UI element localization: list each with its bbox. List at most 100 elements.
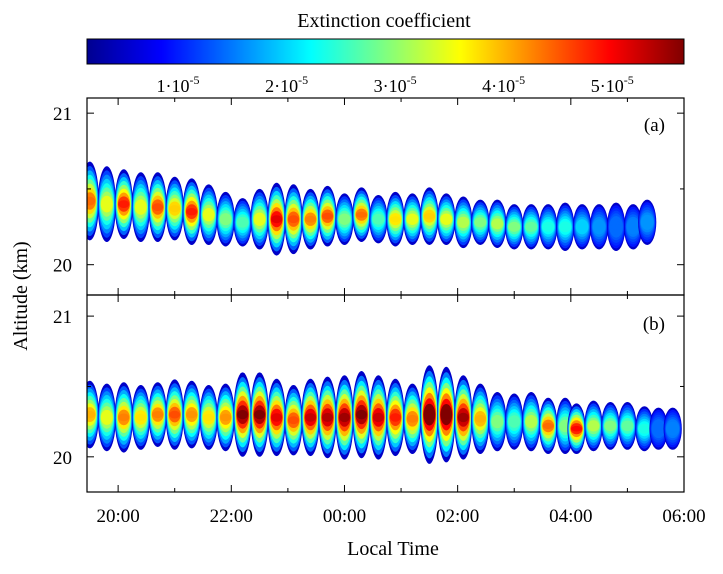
heatmap-column xyxy=(87,161,99,241)
heatmap-column xyxy=(420,365,439,464)
heatmap-column xyxy=(216,383,235,452)
heatmap-column xyxy=(148,172,167,243)
heatmap-column xyxy=(618,402,637,450)
heatmap-cell xyxy=(271,215,282,224)
x-axis-label: Local Time xyxy=(347,538,439,560)
heatmap-cell xyxy=(118,413,130,422)
y-tick-label: 20 xyxy=(53,256,72,277)
heatmap-cell xyxy=(641,219,653,225)
x-tick-label: 02:00 xyxy=(436,506,479,527)
heatmap-cell xyxy=(639,426,650,432)
heatmap-column xyxy=(663,407,682,450)
colorbar-tick-label: 2·10-5 xyxy=(265,73,308,96)
heatmap-cell xyxy=(576,224,588,230)
heatmap-cell xyxy=(135,413,147,421)
heatmap-cell xyxy=(667,426,679,432)
heatmap-column xyxy=(301,188,320,250)
heatmap-cell xyxy=(203,413,215,421)
heatmap-cell xyxy=(474,414,486,423)
heatmap-cell xyxy=(288,215,299,224)
heatmap-column xyxy=(114,382,133,453)
heatmap-cell xyxy=(627,224,639,230)
x-tick-label: 22:00 xyxy=(210,506,253,527)
panel-a-heatmap xyxy=(87,161,657,256)
heatmap-column xyxy=(539,204,558,250)
heatmap-cell xyxy=(135,203,147,212)
x-tick-label: 06:00 xyxy=(662,506,705,527)
heatmap-cell xyxy=(508,224,520,230)
heatmap-cell xyxy=(356,409,367,420)
heatmap-column xyxy=(97,166,116,243)
heatmap-column xyxy=(352,187,371,242)
axes: 20:00 22:00 00:00 02:00 04:00 06:00 20 21 20 21 xyxy=(53,98,706,527)
heatmap-cell xyxy=(373,412,384,423)
heatmap-column xyxy=(335,193,354,245)
y-axis-label: Altitude (km) xyxy=(10,241,32,350)
heatmap-column xyxy=(403,383,422,454)
heatmap-cell xyxy=(542,422,554,429)
heatmap-column xyxy=(233,372,252,457)
heatmap-cell xyxy=(203,211,215,219)
heatmap-cell xyxy=(622,423,633,429)
heatmap-cell xyxy=(407,414,418,423)
heatmap-column xyxy=(301,378,320,457)
panel-a-label: (a) xyxy=(644,115,665,136)
y-tick-label: 20 xyxy=(53,448,72,469)
heatmap-column xyxy=(488,392,507,452)
x-tick-label: 20:00 xyxy=(96,506,139,527)
colorbar-tick-label: 4·10-5 xyxy=(482,73,525,96)
heatmap-column xyxy=(114,169,133,240)
heatmap-column xyxy=(199,184,218,245)
heatmap-column xyxy=(267,182,286,256)
heatmap-column xyxy=(284,385,303,456)
heatmap-cell xyxy=(220,216,232,223)
panel-b-label: (b) xyxy=(643,314,665,335)
heatmap-column xyxy=(624,204,643,250)
heatmap-cell xyxy=(474,219,486,225)
heatmap-column xyxy=(539,397,558,454)
colorbar-tick-label: 3·10-5 xyxy=(374,73,417,96)
heatmap-cell xyxy=(491,221,503,227)
heatmap-column xyxy=(386,191,405,247)
heatmap-cell xyxy=(186,410,198,419)
x-tick-label: 00:00 xyxy=(323,506,366,527)
heatmap-column xyxy=(97,383,116,452)
heatmap-cell xyxy=(288,416,299,425)
heatmap-cell xyxy=(254,215,265,223)
y-tick-label: 21 xyxy=(53,104,72,125)
heatmap-column xyxy=(352,371,371,459)
heatmap-column xyxy=(488,199,507,248)
heatmap-column xyxy=(522,204,541,250)
heatmap-column xyxy=(403,193,422,245)
heatmap-column xyxy=(649,407,668,450)
heatmap-column xyxy=(233,198,252,247)
heatmap-column xyxy=(87,380,99,449)
heatmap-column xyxy=(250,372,269,457)
heatmap-column xyxy=(601,402,620,450)
heatmap-cell xyxy=(101,199,113,209)
heatmap-column xyxy=(182,178,201,245)
heatmap-cell xyxy=(457,219,469,226)
colorbar-tick-label: 1·10-5 xyxy=(157,73,200,96)
heatmap-cell xyxy=(152,203,164,212)
heatmap-cell xyxy=(237,409,249,420)
heatmap-cell xyxy=(339,412,350,423)
colorbar-tick-label: 5·10-5 xyxy=(591,73,634,96)
heatmap-cell xyxy=(152,411,164,419)
heatmap-cell xyxy=(356,211,367,218)
heatmap-cell xyxy=(542,224,554,230)
heatmap-column xyxy=(267,378,286,457)
heatmap-column xyxy=(250,188,269,250)
y-tick-label: 21 xyxy=(53,307,72,328)
heatmap-cell xyxy=(525,418,537,425)
heatmap-cell xyxy=(305,413,316,422)
heatmap-column xyxy=(454,196,473,249)
heatmap-column xyxy=(165,379,184,450)
heatmap-column xyxy=(369,375,388,460)
heatmap-cell xyxy=(424,409,435,421)
heatmap-cell xyxy=(610,224,622,230)
heatmap-cell xyxy=(373,216,384,222)
heatmap-cell xyxy=(605,423,616,429)
heatmap-column xyxy=(437,366,456,463)
heatmap-cell xyxy=(305,215,316,223)
